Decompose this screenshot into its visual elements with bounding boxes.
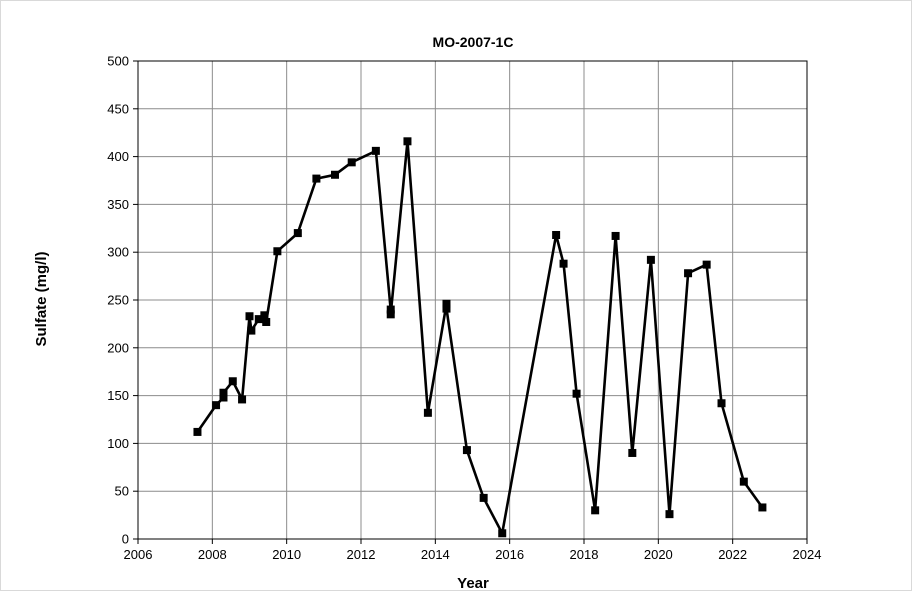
data-point-marker: [591, 506, 600, 515]
data-series: [193, 137, 767, 538]
data-point-marker: [559, 259, 568, 268]
x-tick-label: 2024: [793, 547, 822, 562]
data-point-marker: [312, 174, 321, 183]
data-point-marker: [442, 304, 451, 313]
data-point-marker: [254, 315, 263, 324]
y-tick-label: 450: [107, 101, 129, 116]
tick-labels: 0 50 100 150 200 250 300 350 400 450 500 2006 2008 20…: [107, 54, 821, 563]
data-point-marker: [462, 446, 471, 455]
data-point-marker: [247, 326, 256, 335]
x-tick-label: 2018: [570, 547, 599, 562]
series-line: [196, 140, 764, 535]
data-point-marker: [611, 231, 620, 240]
y-axis-title: Sulfate (mg/l): [33, 251, 50, 346]
data-point-marker: [347, 158, 356, 167]
data-point-marker: [552, 230, 561, 239]
y-tick-label: 250: [107, 293, 129, 308]
x-axis-title: Year: [457, 575, 489, 592]
plot-area-border: [137, 60, 808, 540]
x-tick-label: 2022: [718, 547, 747, 562]
chart-title: MO-2007-1C: [433, 34, 514, 50]
data-point-marker: [717, 399, 726, 408]
x-tick-label: 2014: [421, 547, 450, 562]
data-point-marker: [739, 477, 748, 486]
data-point-marker: [498, 529, 507, 538]
y-tick-label: 350: [107, 197, 129, 212]
data-point-marker: [212, 401, 221, 410]
y-tick-label: 500: [107, 54, 129, 69]
x-tick-label: 2010: [272, 547, 301, 562]
data-point-marker: [572, 389, 581, 398]
gridlines: [133, 60, 808, 544]
y-tick-label: 100: [107, 436, 129, 451]
data-point-marker: [245, 312, 254, 321]
x-tick-label: 2016: [495, 547, 524, 562]
x-tick-label: 2006: [124, 547, 153, 562]
data-point-marker: [684, 269, 693, 278]
y-tick-label: 50: [115, 484, 129, 499]
data-point-marker: [403, 137, 412, 146]
data-point-marker: [479, 493, 488, 502]
data-point-marker: [293, 229, 302, 238]
data-point-marker: [219, 388, 228, 397]
data-point-marker: [646, 255, 655, 264]
y-tick-label: 150: [107, 388, 129, 403]
x-tick-label: 2020: [644, 547, 673, 562]
y-tick-label: 300: [107, 245, 129, 260]
data-point-marker: [330, 170, 339, 179]
data-point-marker: [442, 299, 451, 308]
data-point-marker: [665, 510, 674, 519]
data-point-marker: [386, 305, 395, 314]
y-tick-label: 400: [107, 149, 129, 164]
data-point-marker: [386, 310, 395, 319]
data-point-marker: [702, 260, 711, 269]
data-point-marker: [262, 317, 271, 326]
data-point-marker: [423, 408, 432, 417]
data-point-marker: [219, 393, 228, 402]
data-point-marker: [228, 377, 237, 386]
y-tick-label: 0: [122, 532, 129, 547]
data-point-marker: [273, 247, 282, 256]
data-point-marker: [628, 448, 637, 457]
data-point-marker: [371, 146, 380, 155]
data-point-marker: [238, 395, 247, 404]
x-tick-label: 2008: [198, 547, 227, 562]
x-tick-label: 2012: [347, 547, 376, 562]
data-point-marker: [758, 503, 767, 512]
data-point-marker: [193, 427, 202, 436]
y-tick-label: 200: [107, 340, 129, 355]
data-point-marker: [260, 311, 269, 320]
